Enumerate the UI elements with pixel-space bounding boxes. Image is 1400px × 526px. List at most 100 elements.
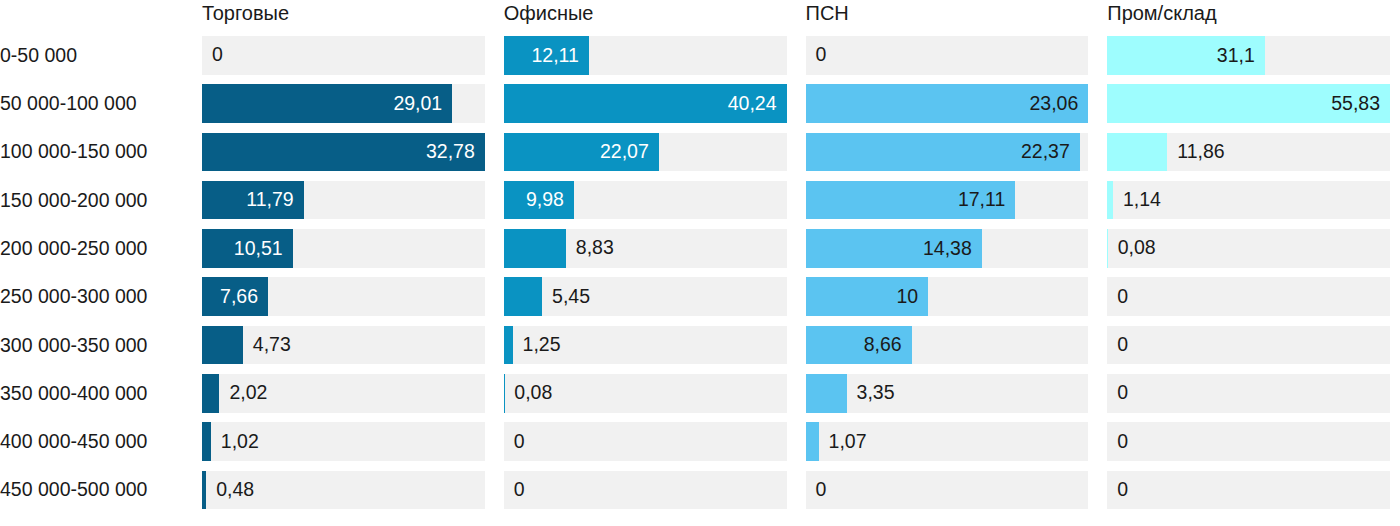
bar: 8,66 bbox=[806, 326, 912, 365]
bar-value-label: 1,14 bbox=[1123, 190, 1161, 210]
bar-value-label: 2,02 bbox=[229, 384, 267, 404]
bar-value-label: 12,11 bbox=[531, 46, 588, 66]
bar-value-label: 9,98 bbox=[526, 190, 574, 210]
bar-track: 0 bbox=[202, 36, 485, 75]
bar-value-label: 0,48 bbox=[216, 480, 254, 500]
bar-track: 17,11 bbox=[806, 181, 1089, 220]
bar-value-label: 10 bbox=[896, 287, 928, 307]
bar-track: 11,86 bbox=[1107, 133, 1390, 172]
bar-value-label: 11,79 bbox=[246, 190, 303, 210]
column-header: Офисные bbox=[504, 0, 787, 25]
bar-value-label: 29,01 bbox=[393, 94, 452, 114]
bar-track: 8,66 bbox=[806, 326, 1089, 365]
corner-spacer bbox=[0, 0, 183, 1]
bar bbox=[202, 374, 219, 413]
bar-value-label: 0 bbox=[212, 46, 223, 66]
row-label: 0-50 000 bbox=[0, 36, 183, 75]
bar-track: 0 bbox=[1107, 374, 1390, 413]
bar: 22,37 bbox=[806, 133, 1080, 172]
bar-track: 10 bbox=[806, 277, 1089, 316]
bar-track: 10,51 bbox=[202, 229, 485, 268]
bar-track: 2,02 bbox=[202, 374, 485, 413]
bar-value-label: 1,25 bbox=[523, 335, 561, 355]
bar-track: 0,08 bbox=[1107, 229, 1390, 268]
bar-track: 29,01 bbox=[202, 84, 485, 123]
bar-value-label: 55,83 bbox=[1331, 94, 1390, 114]
bar-track: 0 bbox=[1107, 471, 1390, 510]
bar-value-label: 8,66 bbox=[864, 335, 912, 355]
bar-value-label: 40,24 bbox=[728, 94, 787, 114]
bar bbox=[504, 277, 542, 316]
bar: 11,79 bbox=[202, 181, 304, 220]
bar bbox=[504, 229, 566, 268]
row-label: 450 000-500 000 bbox=[0, 471, 183, 510]
bar bbox=[806, 374, 847, 413]
bar-value-label: 11,86 bbox=[1177, 142, 1224, 162]
bar-track: 0 bbox=[504, 471, 787, 510]
bar-value-label: 0 bbox=[1117, 335, 1128, 355]
table-row: 250 000-300 000 7,66 5,45 10 0 bbox=[0, 277, 1390, 316]
row-label: 300 000-350 000 bbox=[0, 326, 183, 365]
bar-track: 0 bbox=[504, 422, 787, 461]
row-label: 400 000-450 000 bbox=[0, 422, 183, 461]
bar-track: 7,66 bbox=[202, 277, 485, 316]
bar: 23,06 bbox=[806, 84, 1089, 123]
bar-track: 0,48 bbox=[202, 471, 485, 510]
table-row: 200 000-250 000 10,51 8,83 14,38 0,08 bbox=[0, 229, 1390, 268]
bar-track: 1,02 bbox=[202, 422, 485, 461]
table-row: 350 000-400 000 2,02 0,08 3,35 0 bbox=[0, 374, 1390, 413]
row-label: 100 000-150 000 bbox=[0, 133, 183, 172]
bar-track: 0 bbox=[806, 36, 1089, 75]
bar bbox=[202, 326, 243, 365]
bar bbox=[504, 326, 513, 365]
bar-track: 8,83 bbox=[504, 229, 787, 268]
bar bbox=[1107, 133, 1167, 172]
bar-value-label: 0 bbox=[514, 432, 525, 452]
bar-track: 5,45 bbox=[504, 277, 787, 316]
bar-value-label: 1,02 bbox=[221, 432, 259, 452]
bar-value-label: 0 bbox=[1117, 480, 1128, 500]
bar-track: 23,06 bbox=[806, 84, 1089, 123]
bar-track: 4,73 bbox=[202, 326, 485, 365]
row-label: 350 000-400 000 bbox=[0, 374, 183, 413]
bar-value-label: 0,08 bbox=[1118, 239, 1156, 259]
bar bbox=[504, 374, 505, 413]
table-row: 0-50 000 0 12,11 0 31,1 bbox=[0, 36, 1390, 75]
bar-value-label: 4,73 bbox=[253, 335, 291, 355]
bar-track: 55,83 bbox=[1107, 84, 1390, 123]
bar-track: 32,78 bbox=[202, 133, 485, 172]
bar-value-label: 0 bbox=[1117, 287, 1128, 307]
bar-track: 0,08 bbox=[504, 374, 787, 413]
row-label: 250 000-300 000 bbox=[0, 277, 183, 316]
row-label: 50 000-100 000 bbox=[0, 84, 183, 123]
bar-value-label: 23,06 bbox=[1029, 94, 1088, 114]
table-row: 400 000-450 0001,0201,070 bbox=[0, 422, 1390, 461]
bar-track: 14,38 bbox=[806, 229, 1089, 268]
bar: 10,51 bbox=[202, 229, 293, 268]
chart-header-row: ТорговыеОфисныеПСНПром/склад bbox=[0, 0, 1390, 36]
bar: 7,66 bbox=[202, 277, 268, 316]
price-range-bar-chart: ТорговыеОфисныеПСНПром/склад0-50 000012,… bbox=[0, 0, 1400, 509]
bar-value-label: 22,37 bbox=[1021, 142, 1080, 162]
bar-value-label: 22,07 bbox=[600, 142, 659, 162]
table-row: 150 000-200 00011,799,9817,111,14 bbox=[0, 181, 1390, 220]
bar: 31,1 bbox=[1107, 36, 1265, 75]
bar: 22,07 bbox=[504, 133, 659, 172]
bar-value-label: 17,11 bbox=[958, 190, 1015, 210]
bar-value-label: 14,38 bbox=[923, 239, 982, 259]
bar-value-label: 0,08 bbox=[514, 384, 552, 404]
bar: 12,11 bbox=[504, 36, 589, 75]
bar-value-label: 7,66 bbox=[220, 287, 268, 307]
bar bbox=[202, 471, 206, 510]
bar: 17,11 bbox=[806, 181, 1016, 220]
bar bbox=[806, 422, 819, 461]
row-label: 200 000-250 000 bbox=[0, 229, 183, 268]
bar-track: 9,98 bbox=[504, 181, 787, 220]
bar-value-label: 31,1 bbox=[1217, 46, 1265, 66]
column-header: ПСН bbox=[806, 0, 1089, 25]
bar-track: 31,1 bbox=[1107, 36, 1390, 75]
bar bbox=[1107, 181, 1113, 220]
bar: 40,24 bbox=[504, 84, 787, 123]
bar-value-label: 3,35 bbox=[857, 384, 895, 404]
bar-track: 11,79 bbox=[202, 181, 485, 220]
